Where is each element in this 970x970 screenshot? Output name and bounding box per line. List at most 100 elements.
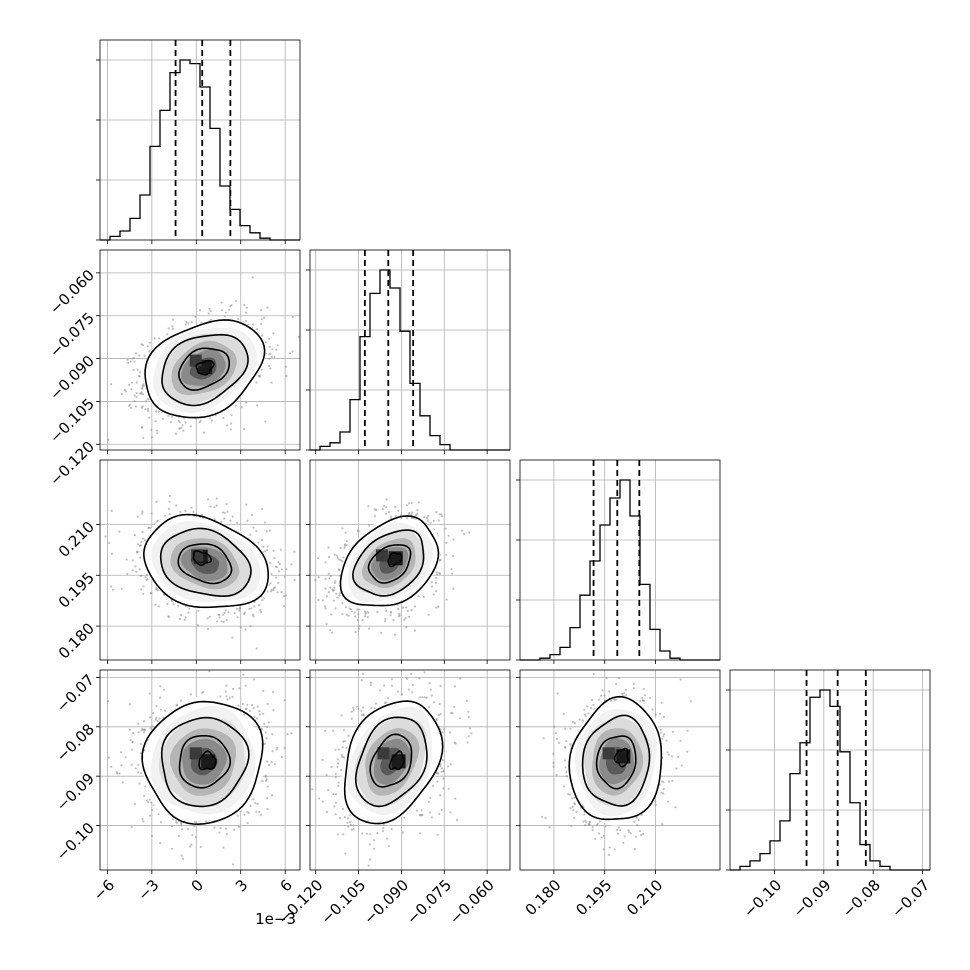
sample-point (134, 352, 138, 355)
sample-point (181, 828, 184, 831)
sample-point (270, 761, 273, 764)
sample-point (430, 585, 433, 588)
sample-point (358, 625, 361, 628)
sample-point (583, 708, 586, 711)
sample-point (330, 765, 333, 769)
sample-point (199, 845, 202, 849)
y-tick-label: 0.210 (55, 518, 98, 561)
sample-point (361, 832, 364, 835)
sample-point (140, 391, 143, 394)
sample-point (157, 410, 160, 413)
scatter-panel-0-1 (83, 249, 301, 454)
sample-point (436, 780, 439, 783)
sample-point (138, 782, 141, 785)
sample-point (245, 319, 248, 323)
sample-point (613, 698, 616, 701)
sample-point (226, 424, 229, 427)
sample-point (608, 846, 611, 849)
sample-point (208, 307, 211, 310)
sample-point (445, 541, 448, 545)
sample-point (148, 416, 151, 419)
histogram-panel-0 (96, 39, 301, 244)
sample-point (124, 756, 127, 759)
sample-point (452, 587, 455, 591)
sample-point (452, 538, 455, 541)
sample-point (337, 781, 340, 784)
sample-point (171, 824, 174, 828)
sample-point (110, 509, 113, 512)
sample-point (350, 828, 353, 831)
x-tick-label: −6 (90, 876, 118, 904)
sample-point (128, 703, 131, 706)
sample-point (145, 799, 148, 802)
sample-point (266, 797, 269, 800)
sample-point (627, 831, 631, 834)
sample-point (260, 368, 263, 371)
sample-point (372, 847, 375, 850)
sample-point (410, 513, 413, 516)
sample-point (143, 794, 146, 797)
sample-point (141, 531, 144, 534)
sample-point (649, 696, 652, 699)
scatter-panel-0-3 (96, 669, 301, 874)
sample-point (440, 770, 443, 773)
sample-point (439, 765, 442, 768)
sample-point (321, 758, 324, 762)
sample-point (141, 818, 144, 821)
sample-point (462, 532, 466, 536)
panel-content (100, 670, 300, 870)
sample-point (555, 773, 558, 776)
contour-line-2 (178, 347, 230, 391)
sample-point (367, 864, 370, 867)
sample-point (366, 616, 369, 619)
sample-point (264, 775, 267, 778)
sample-point (256, 705, 259, 708)
sample-point (562, 785, 566, 788)
histogram-panel-2 (516, 459, 721, 664)
sample-point (142, 731, 146, 734)
sample-point (242, 673, 245, 676)
sample-point (134, 405, 138, 408)
contour-line-1 (354, 716, 428, 808)
sample-point (200, 513, 204, 517)
sample-point (382, 823, 385, 826)
sample-point (440, 513, 443, 516)
x-tick-label: −0.10 (740, 876, 785, 921)
sample-point (420, 809, 423, 812)
panel-frame (519, 459, 721, 661)
sample-point (370, 707, 373, 710)
sample-point (642, 699, 645, 702)
sample-point (246, 519, 249, 522)
sample-point (115, 771, 118, 774)
sample-point (632, 682, 635, 686)
sample-point (667, 800, 670, 803)
sample-point (642, 687, 645, 690)
sample-point (430, 664, 432, 666)
contour-line-1 (159, 527, 252, 598)
scatter-panel-2-3 (516, 669, 721, 874)
sample-point (321, 800, 324, 803)
x-tick-label: −3 (134, 876, 162, 904)
sample-point (148, 692, 151, 695)
sample-point (564, 727, 567, 731)
sample-point (639, 700, 642, 703)
sample-point (578, 718, 581, 721)
sample-point (569, 807, 572, 810)
sample-point (663, 733, 666, 736)
sample-point (563, 759, 567, 762)
scatter-panel-0-2 (96, 459, 301, 664)
sample-point (159, 841, 162, 845)
panel-frame (309, 459, 511, 661)
sample-point (263, 521, 266, 524)
sample-point (665, 739, 668, 742)
sample-point (354, 631, 357, 634)
sample-point (270, 381, 273, 384)
sample-point (83, 384, 85, 386)
sample-point (599, 694, 603, 697)
sample-point (222, 846, 225, 849)
sample-point (244, 707, 247, 711)
contour-line-0 (568, 695, 663, 821)
sample-point (350, 717, 353, 720)
contour-line-inner (192, 549, 213, 566)
sample-point (442, 777, 445, 780)
